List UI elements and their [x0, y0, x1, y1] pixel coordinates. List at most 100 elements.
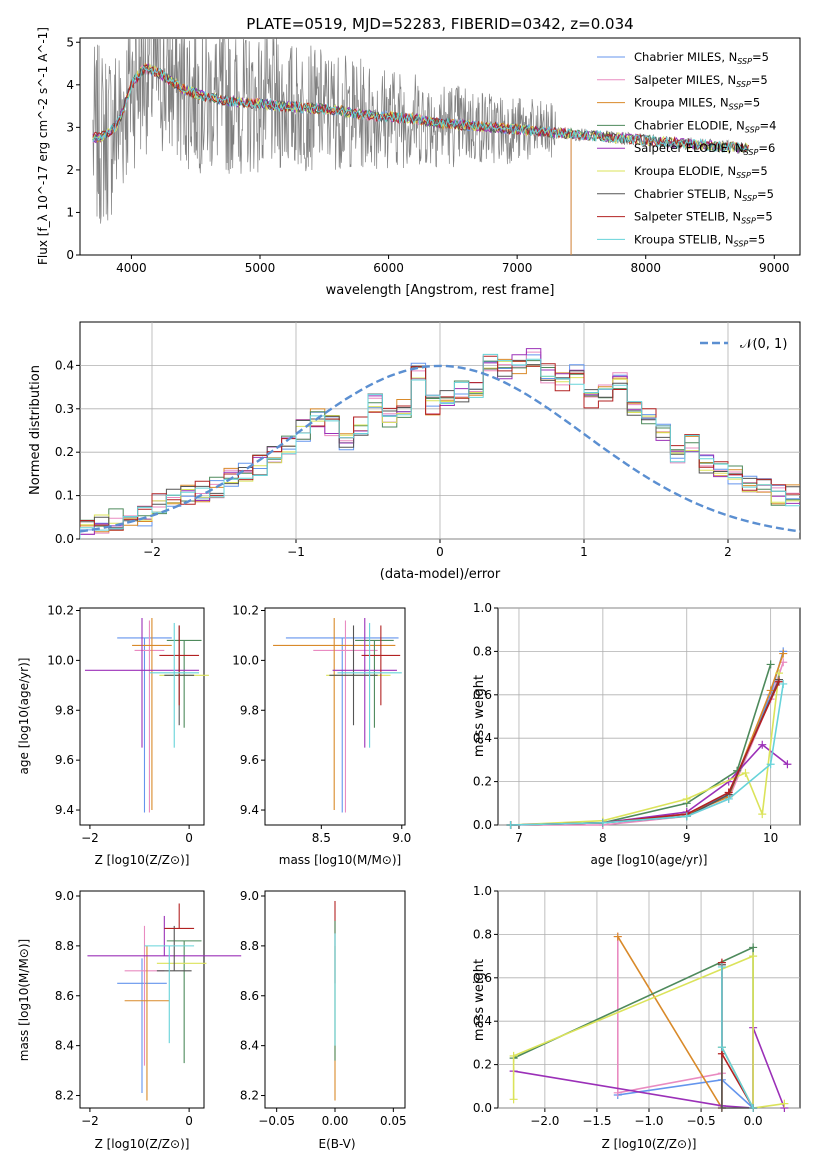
x-tick-label: 7 — [515, 831, 523, 845]
weight-line-chabrier_stelib — [721, 964, 754, 1109]
y-tick-label: 9.8 — [240, 703, 259, 717]
weight-line-kroupa_miles — [510, 653, 784, 826]
age-z-ylabel: age [log10(age/yr)] — [17, 658, 31, 775]
y-tick-label: 10.0 — [232, 653, 259, 667]
legend-label: Chabrier STELIB, NSSP=5 — [634, 187, 774, 203]
weight-marker — [775, 677, 784, 686]
y-tick-label: 0.3 — [55, 402, 74, 416]
residuals-ylabel: Normed distribution — [28, 365, 43, 495]
mass-z-axes — [79, 890, 205, 1109]
model-spectrum-kroupa_elodie — [92, 62, 750, 153]
y-tick-label: 9.4 — [240, 803, 259, 817]
legend-label: Chabrier ELODIE, NSSP=4 — [634, 118, 776, 134]
weight-line-kroupa_elodie — [510, 673, 780, 826]
y-tick-label: 0.4 — [473, 1014, 492, 1028]
x-tick-label: 1 — [580, 545, 588, 559]
x-tick-label: −1.0 — [634, 1114, 663, 1128]
age-mass-xlabel: mass [log10(M/M⊙)] — [279, 853, 401, 867]
y-tick-label: 10.2 — [232, 603, 259, 617]
x-tick-label: −1 — [287, 545, 305, 559]
y-tick-label: 0.0 — [473, 1101, 492, 1115]
weight-marker — [766, 760, 775, 769]
y-tick-label: 4 — [66, 78, 74, 92]
massweight-age-ylabel: mass weight — [472, 675, 487, 757]
legend-label: Kroupa MILES, NSSP=5 — [634, 96, 760, 112]
spectrum-plot — [92, 38, 750, 255]
x-tick-label: 2 — [724, 545, 732, 559]
weight-line-kroupa_stelib — [510, 683, 784, 826]
age-mass-axes — [264, 607, 406, 826]
x-tick-label: 8000 — [630, 261, 661, 275]
legend-label: Chabrier MILES, NSSP=5 — [634, 50, 769, 66]
weight-marker — [741, 768, 750, 777]
weight-marker — [758, 740, 767, 749]
weight-line-chabrier_elodie — [510, 664, 772, 826]
y-tick-label: 0.4 — [55, 358, 74, 372]
x-tick-label: −1.5 — [582, 1114, 611, 1128]
mass-ebv-xlabel: E(B-V) — [318, 1137, 355, 1151]
y-tick-label: 1.0 — [473, 601, 492, 615]
y-tick-label: 9.0 — [55, 889, 74, 903]
y-tick-label: 2 — [66, 163, 74, 177]
x-tick-label: 9 — [683, 831, 691, 845]
x-tick-label: −2 — [81, 831, 99, 845]
y-tick-label: 10.2 — [47, 603, 74, 617]
y-tick-label: 8.4 — [55, 1039, 74, 1053]
figure-title: PLATE=0519, MJD=52283, FIBERID=0342, z=0… — [246, 15, 633, 33]
mass-z-ylabel: mass [log10(M/M⊙)] — [17, 939, 31, 1061]
y-tick-label: 0.0 — [473, 818, 492, 832]
weight-line-salpeter_stelib — [721, 962, 754, 1109]
y-tick-label: 0.6 — [473, 688, 492, 702]
histogram-kroupa_stelib — [80, 353, 800, 539]
weight-line-chabrier_stelib — [510, 679, 780, 826]
y-tick-label: 5 — [66, 35, 74, 49]
x-tick-label: 8 — [599, 831, 607, 845]
y-tick-label: 0.2 — [473, 1058, 492, 1072]
weight-marker — [682, 812, 691, 821]
legend-label: 𝒩(0, 1) — [740, 337, 787, 352]
x-tick-label: 9.0 — [392, 831, 411, 845]
weight-marker — [766, 660, 775, 669]
weight-marker — [509, 1095, 518, 1104]
y-tick-label: 0.2 — [55, 445, 74, 459]
y-tick-label: 8.2 — [55, 1089, 74, 1103]
x-tick-label: 0 — [185, 831, 193, 845]
y-tick-label: 0.6 — [473, 971, 492, 985]
x-tick-label: 0 — [436, 545, 444, 559]
weight-marker — [506, 821, 515, 829]
legend-label: Kroupa ELODIE, NSSP=5 — [634, 164, 768, 180]
y-tick-label: 8.6 — [240, 989, 259, 1003]
residuals-xlabel: (data-model)/error — [380, 567, 501, 582]
weight-marker — [779, 649, 788, 658]
y-tick-label: 1 — [66, 205, 74, 219]
weight-marker — [613, 1088, 622, 1097]
weight-marker — [758, 810, 767, 819]
y-tick-label: 9.6 — [240, 753, 259, 767]
weight-line-salpeter_miles — [510, 662, 784, 826]
y-tick-label: 0.8 — [473, 927, 492, 941]
weight-marker — [613, 932, 622, 941]
x-tick-label: −2 — [143, 545, 161, 559]
x-tick-label: 5000 — [245, 261, 276, 275]
x-tick-label: 0.05 — [380, 1114, 407, 1128]
weight-marker — [766, 686, 775, 695]
x-tick-label: 7000 — [502, 261, 533, 275]
x-tick-label: 9000 — [759, 261, 790, 275]
residual-plot — [80, 348, 800, 539]
y-tick-label: 0.0 — [55, 532, 74, 546]
y-tick-label: 8.8 — [240, 939, 259, 953]
weight-marker — [724, 794, 733, 803]
y-tick-label: 9.6 — [55, 753, 74, 767]
weight-line-kroupa_stelib — [721, 967, 754, 1109]
weight-marker — [717, 1043, 726, 1052]
weight-marker — [598, 818, 607, 827]
weight-marker — [717, 1104, 726, 1112]
weight-line-salpeter_stelib — [510, 681, 780, 826]
weight-marker — [780, 1099, 789, 1108]
weight-marker — [779, 679, 788, 688]
y-tick-label: 0 — [66, 248, 74, 262]
y-tick-label: 10.0 — [47, 653, 74, 667]
weight-line-chabrier_miles — [617, 1078, 754, 1109]
legend-label: Salpeter STELIB, NSSP=5 — [634, 210, 773, 226]
